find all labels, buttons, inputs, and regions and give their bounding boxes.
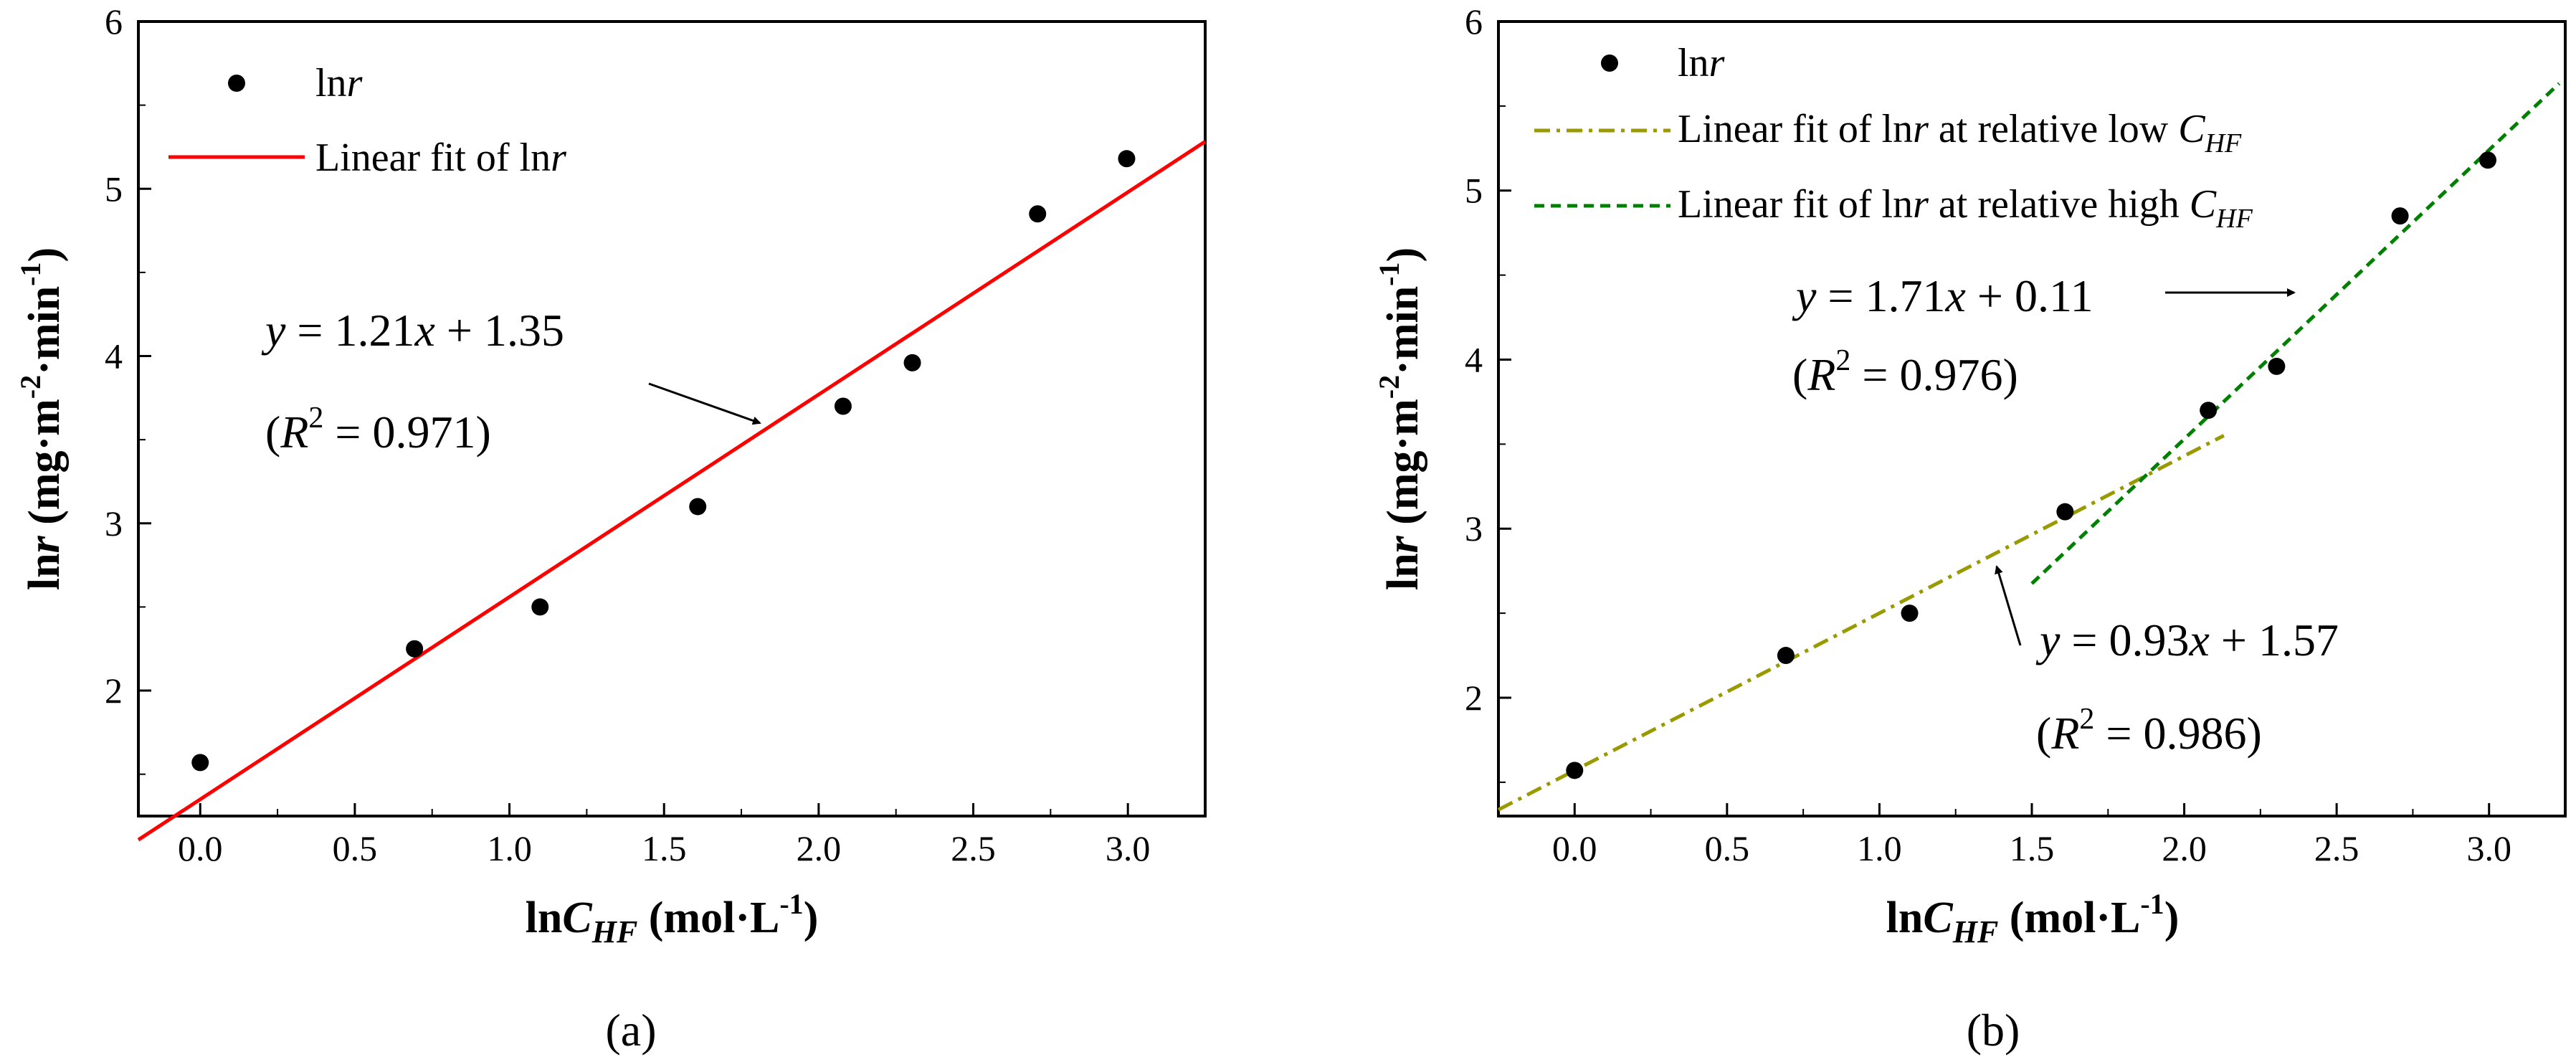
data-point (2479, 151, 2497, 169)
y-tick-label: 4 (1465, 339, 1483, 379)
axis-ticks-a (138, 20, 1129, 816)
x-tick-label: 3.0 (1106, 828, 1151, 868)
chart-panel-b: 0.0 0.5 1.0 1.5 2.0 2.5 3.0 2 3 4 5 6 lnCHF (mol·L… (1373, 1, 2567, 1056)
arrow-a (648, 382, 761, 425)
x-tick-label: 0.0 (178, 828, 223, 868)
equation-high-b: y = 1.71x + 0.11 (1792, 270, 2093, 321)
x-tick-label: 3.0 (2466, 828, 2511, 868)
legend-label-fit-a: Linear fit of lnr (315, 136, 566, 180)
y-tick-label: 6 (105, 1, 123, 42)
y-tick-label: 2 (1465, 678, 1483, 718)
legend-marker-lnr-a (228, 75, 245, 92)
y-tick-label: 6 (1465, 1, 1483, 42)
x-tick-label: 0.5 (1705, 828, 1750, 868)
x-axis-title-a: lnCHF (mol·L-1) (526, 888, 819, 949)
y-tick-labels-a: 2 3 4 5 6 (105, 1, 123, 711)
data-point (531, 598, 549, 616)
legend-label-low-b: Linear fit of lnr at relative low CHF (1678, 107, 2242, 158)
y-tick-labels-b: 2 3 4 5 6 (1465, 1, 1483, 718)
r-squared-high-b: (R2 = 0.976) (1792, 344, 2018, 400)
data-point (2391, 207, 2409, 225)
legend-a: lnr Linear fit of lnr (168, 61, 566, 180)
data-point (406, 640, 424, 658)
r-squared-a: (R2 = 0.971) (265, 402, 491, 458)
fit-lines-b (1497, 82, 2561, 812)
chart-panel-a: 0.0 0.5 1.0 1.5 2.0 2.5 3.0 2 3 4 5 6 lnCHF (mol·L… (14, 1, 1207, 1056)
legend-label-high-b: Linear fit of lnr at relative high CHF (1678, 182, 2253, 234)
annotation-low-b: y = 0.93x + 1.57 (R2 = 0.986) (1995, 565, 2339, 759)
panel-label-b: (b) (1967, 1005, 2020, 1056)
x-tick-label: 1.5 (642, 828, 687, 868)
data-point (1566, 762, 1584, 779)
y-tick-label: 2 (105, 670, 123, 711)
y-axis-title-b: lnr (mg·m-2·min-1) (1373, 247, 1427, 590)
legend-label-lnr-b: lnr (1678, 41, 1725, 85)
x-tick-label: 1.0 (487, 828, 532, 868)
data-point (1118, 150, 1136, 168)
plot-frame-a (137, 20, 1207, 817)
x-tick-label: 2.0 (2162, 828, 2207, 868)
x-tick-label: 0.5 (333, 828, 378, 868)
x-tick-label: 1.5 (2010, 828, 2055, 868)
fit-lines-a (137, 140, 1207, 842)
x-tick-label: 1.0 (1857, 828, 1902, 868)
data-point (1029, 205, 1047, 223)
legend-b: lnr Linear fit of lnr at relative low CH… (1534, 41, 2253, 234)
axis-ticks-b (1498, 20, 2491, 816)
fit-line (137, 140, 1207, 842)
data-point (689, 498, 707, 516)
data-points-b (1566, 151, 2497, 779)
data-point (834, 397, 852, 415)
y-axis-title-a: lnr (mg·m-2·min-1) (14, 247, 69, 590)
x-tick-label: 2.0 (797, 828, 842, 868)
data-point (903, 354, 921, 371)
y-tick-label: 4 (105, 336, 123, 376)
annotation-fit-a: y = 1.21x + 1.35 (R2 = 0.971) (261, 305, 761, 458)
y-tick-label: 3 (105, 503, 123, 544)
legend-marker-lnr-b (1601, 54, 1618, 72)
legend-label-lnr-a: lnr (315, 61, 363, 105)
equation-low-b: y = 0.93x + 1.57 (2035, 615, 2339, 665)
data-point (2200, 402, 2218, 420)
data-point (1901, 605, 1919, 622)
x-tick-label: 2.5 (951, 828, 996, 868)
data-point (1777, 647, 1795, 665)
annotation-high-b: y = 1.71x + 0.11 (R2 = 0.976) (1792, 270, 2296, 400)
panel-label-a: (a) (605, 1005, 656, 1056)
y-tick-label: 5 (105, 169, 123, 209)
x-tick-label: 2.5 (2314, 828, 2359, 868)
data-point (191, 754, 209, 772)
y-tick-label: 5 (1465, 171, 1483, 211)
data-point (2268, 357, 2286, 375)
arrow-low-b (1995, 565, 2022, 646)
x-tick-label: 0.0 (1552, 828, 1597, 868)
r-squared-low-b: (R2 = 0.986) (2036, 703, 2262, 759)
fit-line (1497, 434, 2225, 812)
data-points-a (191, 150, 1136, 772)
y-tick-label: 3 (1465, 508, 1483, 549)
data-point (2056, 503, 2074, 521)
x-axis-title-b: lnCHF (mol·L-1) (1886, 888, 2180, 949)
x-tick-labels-a: 0.0 0.5 1.0 1.5 2.0 2.5 3.0 (178, 828, 1150, 868)
equation-a: y = 1.21x + 1.35 (261, 305, 564, 356)
fit-line (2030, 82, 2561, 585)
x-tick-labels-b: 0.0 0.5 1.0 1.5 2.0 2.5 3.0 (1552, 828, 2511, 868)
